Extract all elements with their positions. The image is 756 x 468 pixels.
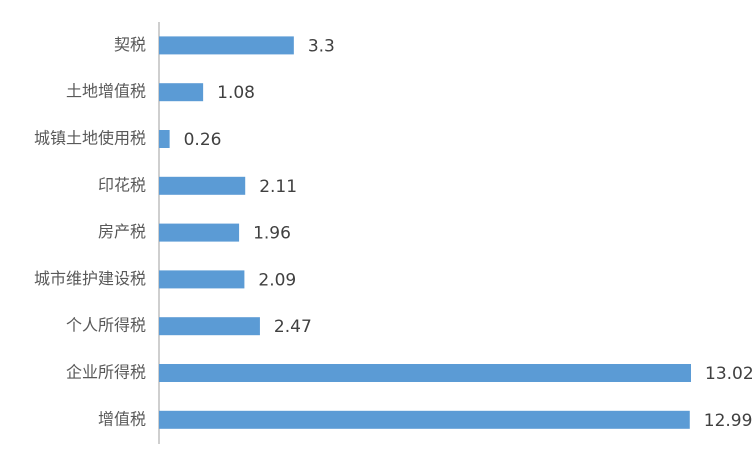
y-tick-label: 个人所得税 bbox=[66, 316, 146, 335]
data-label: 0.26 bbox=[184, 130, 222, 150]
data-label: 2.11 bbox=[259, 177, 297, 197]
bar bbox=[159, 83, 204, 102]
bar bbox=[159, 130, 170, 148]
y-tick-label: 土地增值税 bbox=[66, 82, 146, 101]
bar bbox=[159, 364, 691, 382]
bar bbox=[159, 36, 294, 55]
data-label: 1.96 bbox=[253, 224, 291, 244]
y-tick-label: 房产税 bbox=[98, 222, 146, 241]
bar bbox=[159, 176, 246, 195]
data-label: 3.3 bbox=[308, 36, 335, 56]
y-tick-label: 增值税 bbox=[98, 409, 146, 428]
y-tick-label: 印花税 bbox=[98, 175, 146, 194]
bar bbox=[159, 317, 260, 336]
bar bbox=[159, 410, 690, 429]
bar bbox=[159, 270, 245, 289]
data-label: 2.09 bbox=[258, 270, 296, 290]
y-tick-label: 契税 bbox=[114, 35, 146, 54]
data-label: 12.99 bbox=[704, 411, 753, 431]
y-tick-label: 城市维护建设税 bbox=[34, 269, 146, 288]
data-label: 1.08 bbox=[217, 83, 255, 103]
y-tick-label: 企业所得税 bbox=[66, 363, 146, 382]
data-label: 2.47 bbox=[274, 317, 312, 337]
y-tick-label: 城镇土地使用税 bbox=[34, 129, 146, 148]
bar bbox=[159, 223, 240, 242]
data-label: 13.02 bbox=[705, 364, 754, 384]
